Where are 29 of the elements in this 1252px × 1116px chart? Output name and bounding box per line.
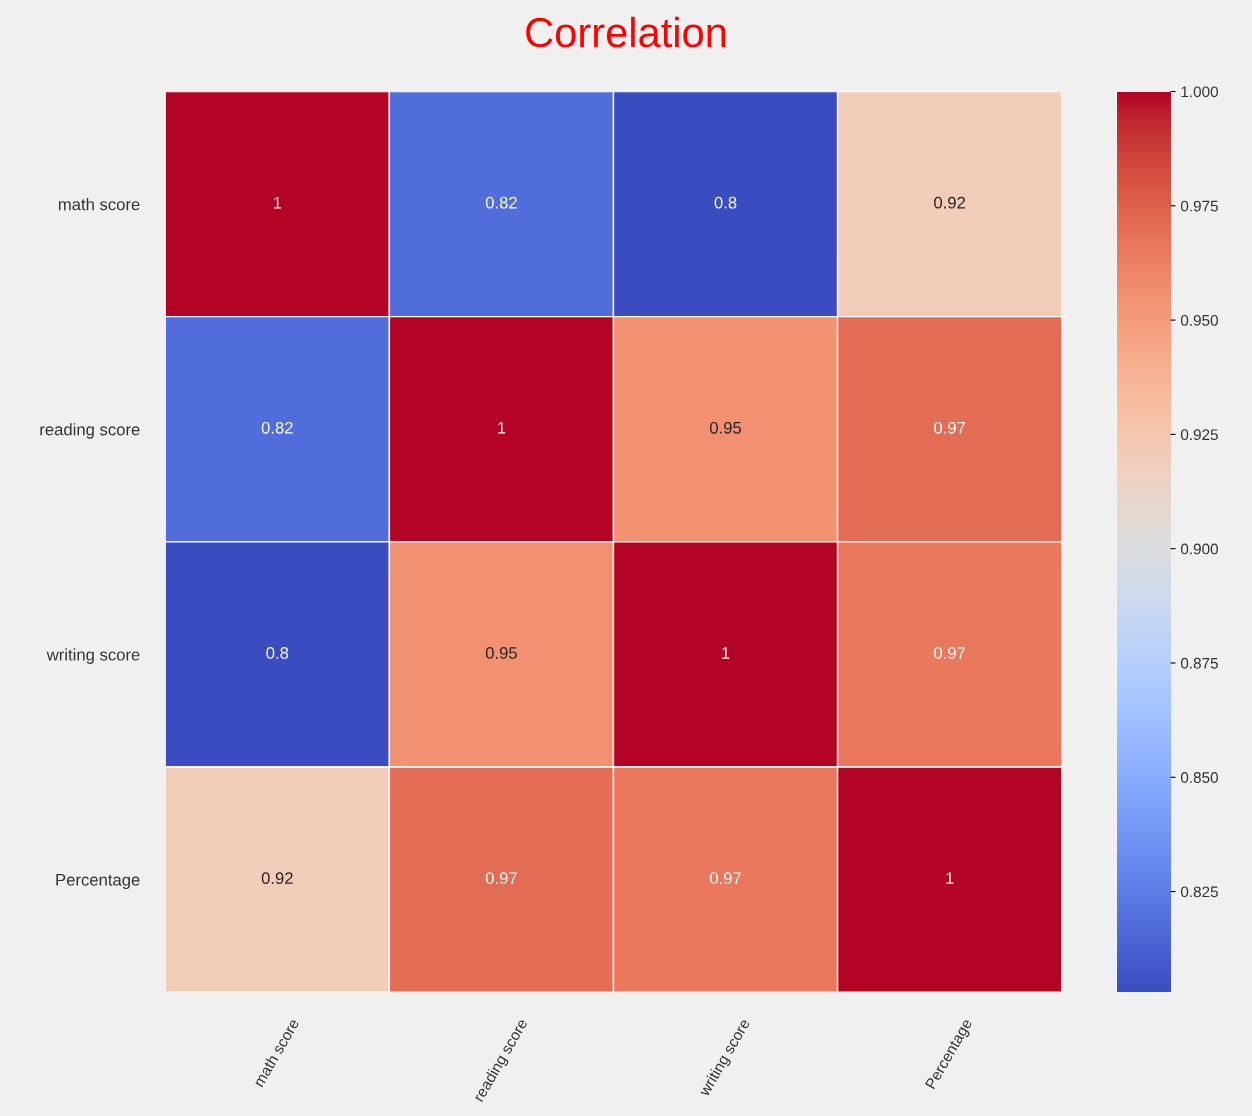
data-label: 0.95 <box>709 421 742 434</box>
data-label: 0.97 <box>934 647 966 659</box>
data-label: 1 <box>946 872 954 884</box>
data-label: 0.8 <box>266 647 289 659</box>
color-bar-label: 0.850 <box>1180 772 1218 783</box>
y-tick-label: reading score <box>40 423 140 439</box>
color-bar-label: 1.000 <box>1181 86 1218 98</box>
color-bar-label: 0.975 <box>1180 200 1218 212</box>
data-label: 0.97 <box>485 872 517 885</box>
data-label: 1 <box>273 196 282 209</box>
chart-title: Correlation <box>526 16 726 48</box>
color-bar-label: 0.925 <box>1180 429 1218 441</box>
data-label: 0.95 <box>485 647 517 659</box>
data-label: 0.82 <box>261 421 293 434</box>
data-label: 0.97 <box>709 872 741 885</box>
data-label: 0.8 <box>714 196 737 209</box>
data-label: 1 <box>722 647 730 659</box>
color-bar-label: 0.900 <box>1180 543 1218 555</box>
data-label: 0.92 <box>934 196 966 209</box>
color-bar-label: 0.950 <box>1180 314 1218 326</box>
data-label: 1 <box>498 422 506 434</box>
y-tick-label: math score <box>58 198 140 211</box>
color-bar-label: 0.825 <box>1180 886 1218 898</box>
y-tick-label: Percentage <box>56 874 140 890</box>
data-label: 0.92 <box>261 872 293 885</box>
data-label: 0.97 <box>934 421 966 434</box>
y-tick-label: writing score <box>46 648 140 664</box>
color-bar-label: 0.875 <box>1180 657 1218 669</box>
data-label: 0.82 <box>485 196 517 209</box>
